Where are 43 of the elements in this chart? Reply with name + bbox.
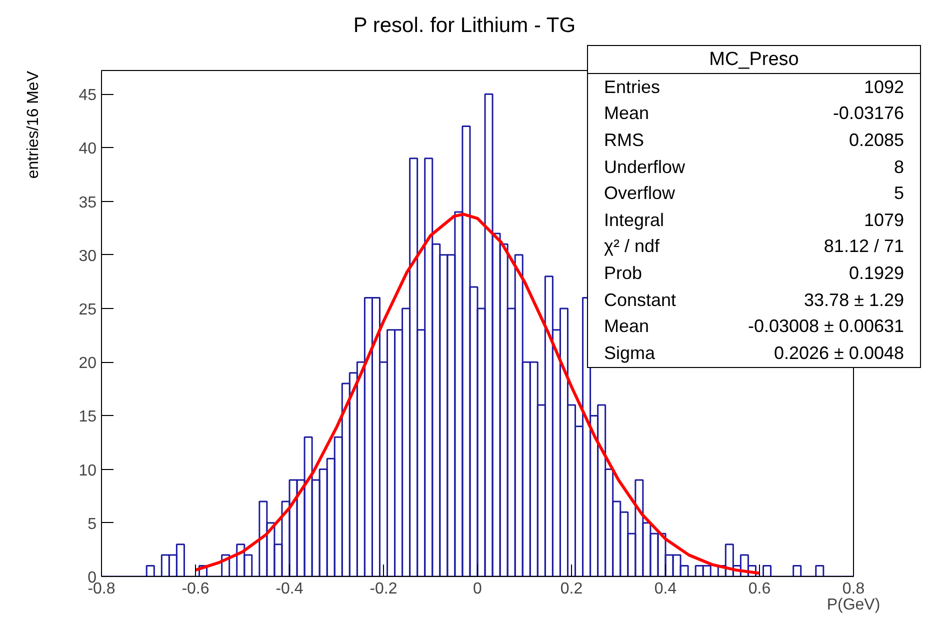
text: 8 <box>892 156 905 179</box>
x-axis-title: P(GeV) <box>826 596 880 614</box>
y-tick-label: 5 <box>88 516 97 533</box>
annotation: -0.03008 ± 0.00631 <box>746 315 905 338</box>
y-tick-label: 10 <box>78 462 97 480</box>
x-tick-label: -0.6 <box>182 580 210 598</box>
x-tick-label: 0.6 <box>748 580 771 598</box>
annotation: 0.2085 <box>848 128 905 152</box>
text: 5 <box>892 182 905 206</box>
y-tick-label: 25 <box>78 301 97 318</box>
y-tick-label: 45 <box>78 87 97 104</box>
annotation: RMS <box>603 128 645 152</box>
annotation: Constant <box>603 288 678 312</box>
annotation: 0.1929 <box>848 262 905 285</box>
annotation: Sigma <box>603 342 656 365</box>
annotation: Mean <box>603 102 650 126</box>
annotation: Prob <box>603 262 644 285</box>
annotation: 81.12 / 71 <box>822 235 905 258</box>
text: 1092 <box>862 76 905 99</box>
x-tick-label: -0.4 <box>276 580 304 598</box>
y-axis-title: entries/16 MeV <box>25 71 43 179</box>
annotation: 33.78 ± 1.29 <box>803 288 905 312</box>
x-tick-label: 0.8 <box>842 580 865 598</box>
annotation: -0.03176 <box>832 102 905 126</box>
y-tick-label: 35 <box>78 194 97 212</box>
x-tick-label: 0.4 <box>654 580 677 598</box>
x-tick-label: -0.2 <box>370 580 398 598</box>
x-tick-label: 0.2 <box>560 580 583 598</box>
annotation: Underflow <box>603 156 686 179</box>
annotation: Entries <box>603 76 662 99</box>
y-tick-label: 30 <box>78 248 97 265</box>
x-tick-label: 0 <box>473 580 482 598</box>
y-tick-label: 40 <box>78 140 97 158</box>
y-tick-label: 15 <box>78 408 97 426</box>
annotation: 0.2026 ± 0.0048 <box>773 342 905 365</box>
text: 1079 <box>862 208 905 232</box>
annotation: Overflow <box>603 182 676 206</box>
annotation: χ² / ndf <box>603 235 660 258</box>
text: MC_Preso <box>588 46 920 74</box>
y-tick-label: 20 <box>78 355 97 372</box>
chart-title: P resol. for Lithium - TG <box>352 14 577 38</box>
annotation: Integral <box>603 208 666 232</box>
annotation: Mean <box>603 315 650 338</box>
